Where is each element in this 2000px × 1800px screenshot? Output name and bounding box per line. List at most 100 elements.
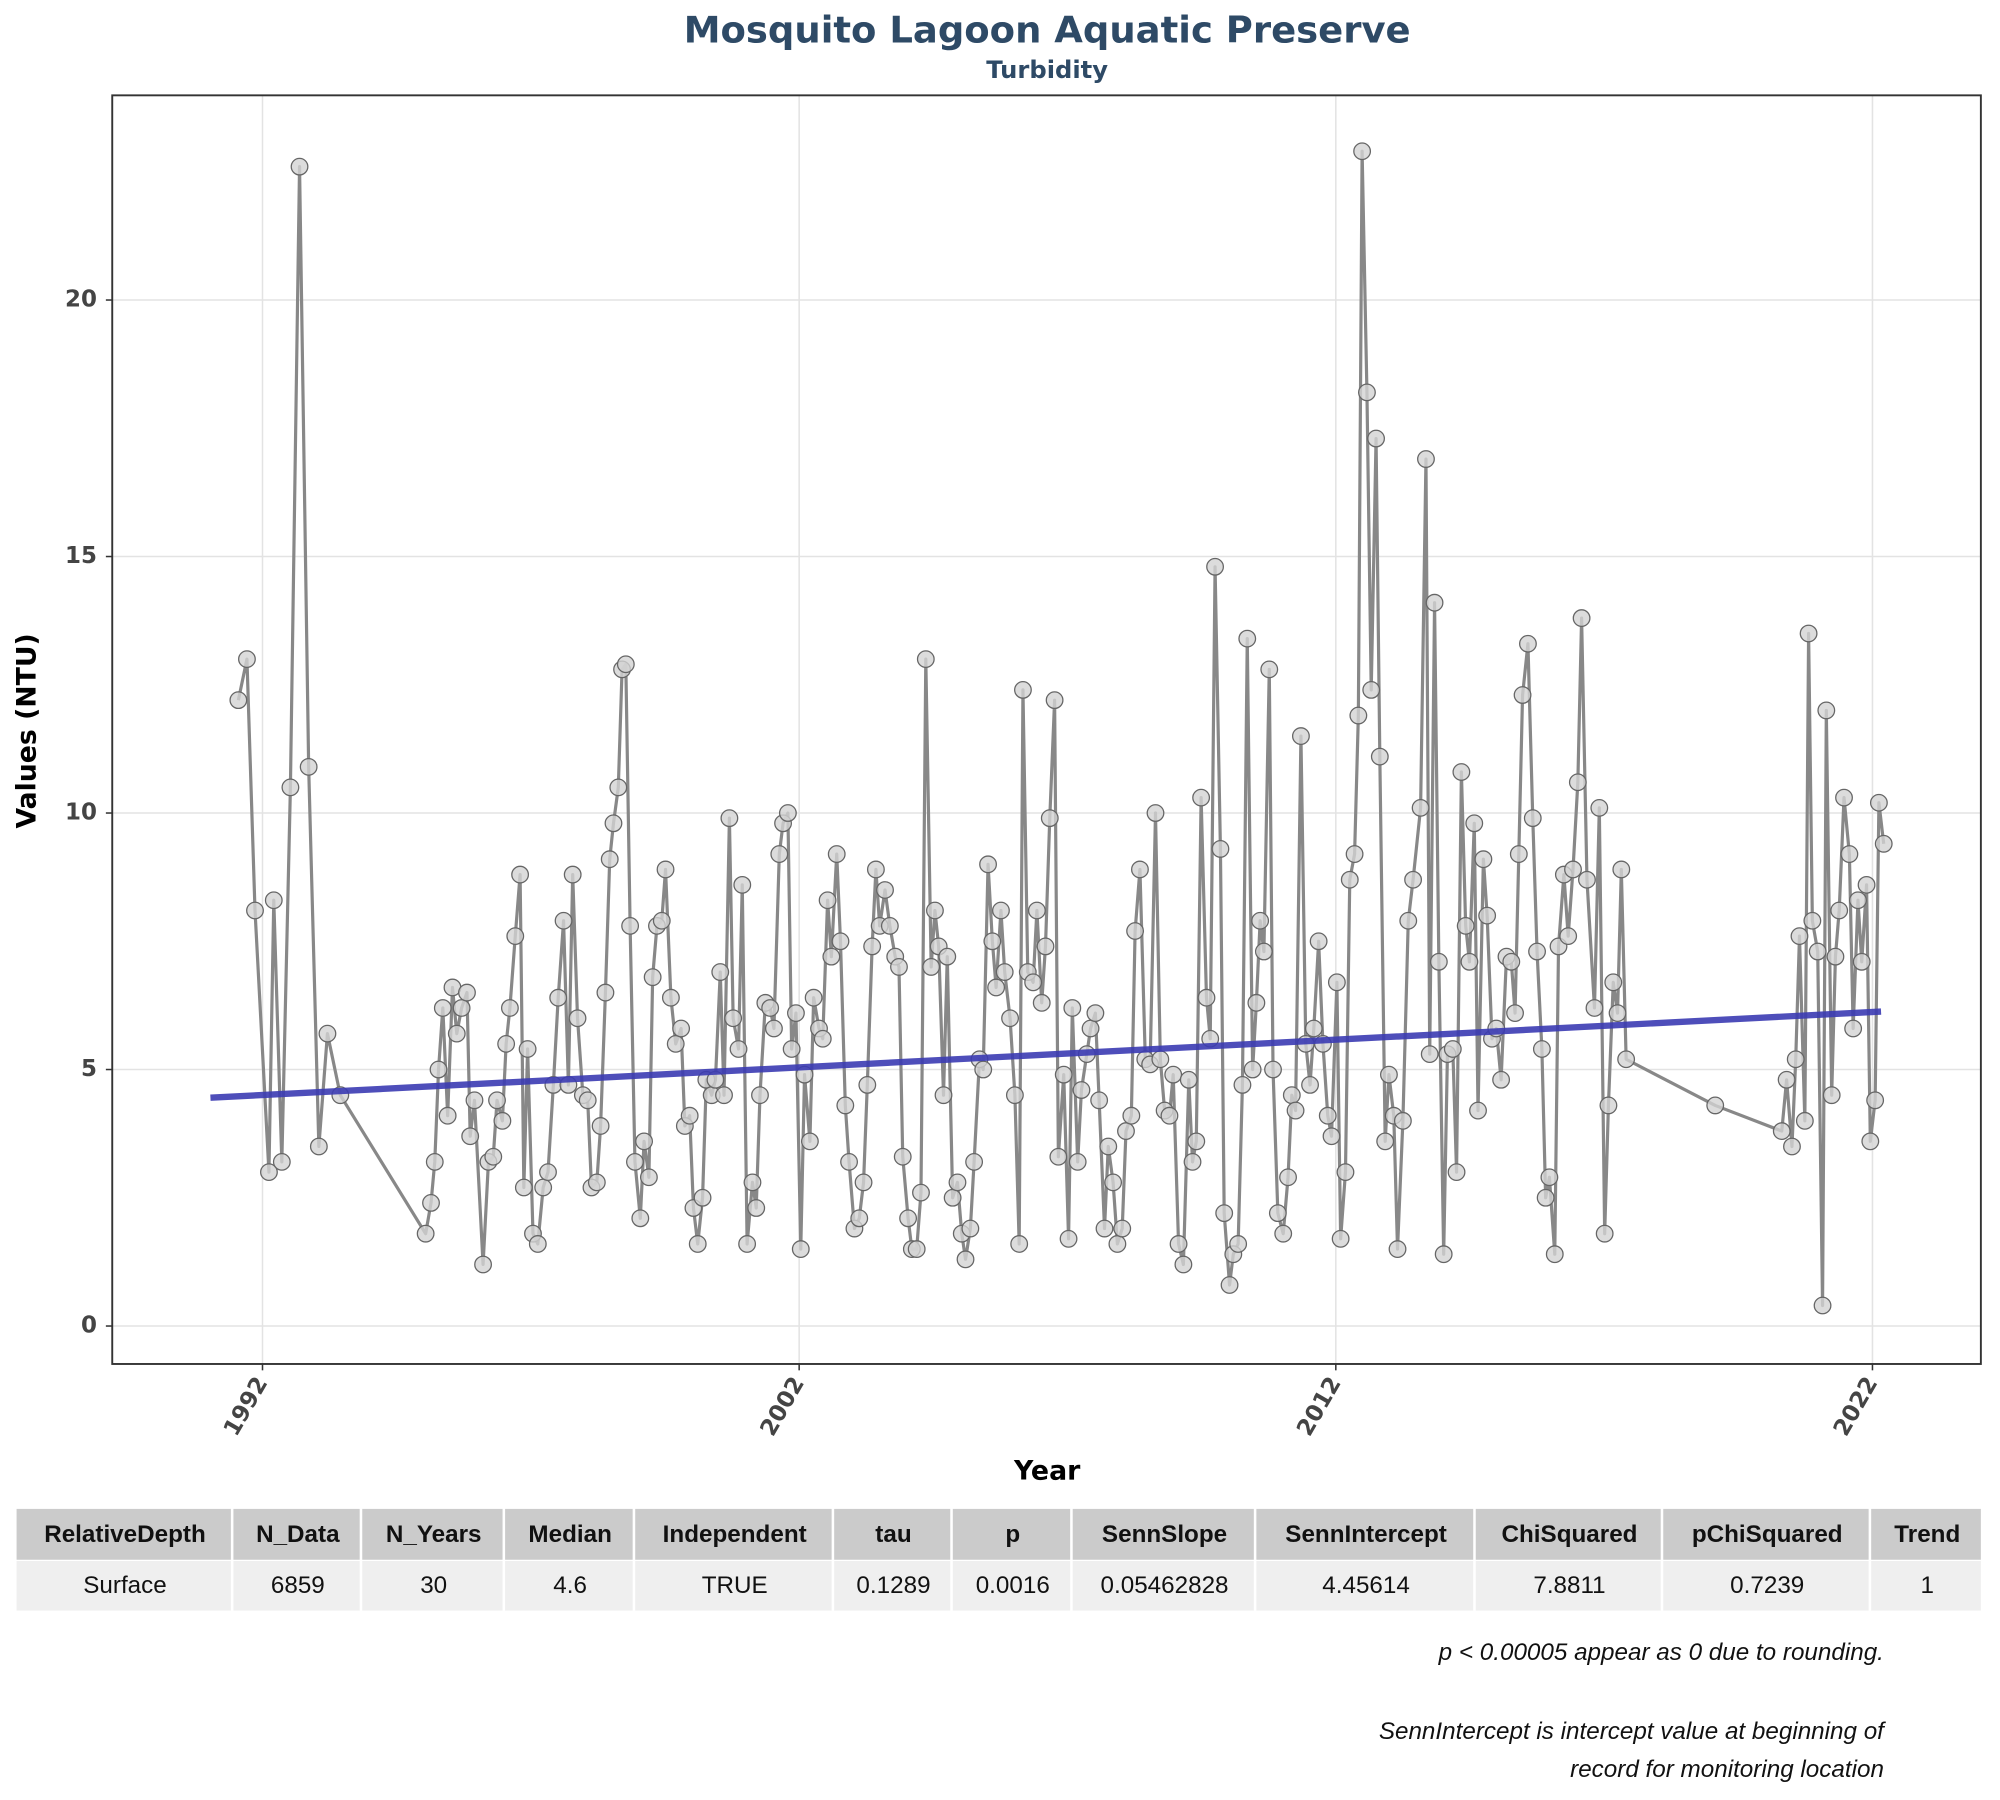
data-point [916, 650, 935, 669]
data-point [1081, 1019, 1100, 1038]
header-cell [1256, 1508, 1474, 1560]
data-point [1532, 1040, 1551, 1058]
note: SennIntercept is intercept value at begi… [1379, 1718, 1886, 1745]
data-point [452, 999, 471, 1017]
data-point [1559, 927, 1578, 946]
data-point [514, 1178, 533, 1197]
data-point [938, 947, 957, 966]
data-point [500, 999, 519, 1017]
data-point [1005, 1086, 1024, 1105]
data-point [1478, 906, 1497, 925]
data-point [621, 916, 640, 935]
data-point [1131, 860, 1149, 879]
data-point [1861, 1132, 1880, 1151]
data-point [1160, 1106, 1179, 1125]
data-point [616, 655, 635, 674]
data-point [1572, 609, 1591, 627]
data-point [1353, 142, 1372, 161]
data-point [631, 1209, 650, 1228]
data-point [804, 988, 823, 1007]
body-cell [635, 1561, 832, 1611]
data-point [1706, 1096, 1725, 1115]
body-cell [362, 1561, 503, 1611]
data-point [587, 1173, 606, 1192]
data-point [1358, 383, 1376, 402]
data-point [854, 1173, 873, 1192]
data-point [1192, 788, 1211, 807]
data-point [474, 1255, 493, 1274]
data-point [863, 937, 882, 956]
data-point [747, 1199, 766, 1217]
data-point [693, 1188, 712, 1207]
data-point [1049, 1147, 1068, 1166]
data-point [1090, 1091, 1109, 1110]
data-point [596, 983, 615, 1002]
data-point [1367, 429, 1385, 448]
data-point [1429, 952, 1448, 971]
data-point [1146, 804, 1165, 822]
data-point [290, 157, 309, 176]
data-point [1492, 1070, 1511, 1089]
data-point [1122, 1106, 1141, 1125]
data-point [260, 1163, 278, 1182]
data-point [733, 875, 752, 894]
data-point [1349, 706, 1368, 725]
data-point [1027, 901, 1046, 920]
data-point [1617, 1050, 1636, 1069]
data-point [656, 860, 675, 879]
body-cell [505, 1561, 633, 1611]
data-point [1301, 1076, 1319, 1094]
data-point [1072, 1081, 1091, 1099]
data-point [318, 1024, 337, 1043]
data-point [1509, 845, 1528, 863]
data-point [639, 1168, 658, 1187]
data-point [661, 988, 680, 1007]
data-point [493, 1111, 512, 1130]
x-axis-title: Year [1013, 1456, 1081, 1487]
note: p < 0.00005 appear as 0 due to rounding. [1438, 1639, 1884, 1666]
data-point [800, 1132, 819, 1151]
data-point [229, 691, 248, 710]
data-point [635, 1132, 653, 1151]
data-point [1068, 1152, 1087, 1171]
data-point [850, 1209, 869, 1228]
data-point [1304, 1019, 1323, 1038]
data-point [1545, 1245, 1564, 1264]
data-point [425, 1152, 444, 1171]
data-point [1045, 691, 1064, 710]
data-point [1054, 1065, 1073, 1084]
y-tick-label: 0 [81, 1313, 97, 1339]
data-point [974, 1060, 993, 1079]
data-point [1179, 1070, 1198, 1089]
header-text: Trend [1894, 1521, 1960, 1548]
data-point [943, 1188, 962, 1207]
header-text: SennSlope [1102, 1521, 1227, 1548]
header-text: ChiSquared [1502, 1521, 1638, 1548]
data-point [912, 1183, 930, 1202]
data-point [1835, 788, 1853, 807]
data-point [1187, 1132, 1206, 1151]
header-text: SennIntercept [1285, 1521, 1447, 1548]
data-point [1844, 1019, 1863, 1038]
data-point [1857, 875, 1876, 894]
data-point [1813, 1296, 1832, 1315]
body-cell [1072, 1561, 1254, 1611]
data-point [1370, 747, 1389, 766]
trend-line [210, 1008, 1882, 1101]
data-point [1852, 952, 1871, 971]
y-tick-label: 10 [65, 800, 97, 826]
data-point [965, 1152, 984, 1171]
header-cell [1072, 1508, 1254, 1560]
data-point [715, 1086, 733, 1105]
data-point [1452, 763, 1471, 781]
data-point [549, 988, 568, 1007]
stats-table: RelativeDepth N_Data N_Years Median Independ… [16, 1508, 1981, 1611]
data-point [995, 963, 1014, 981]
data-point [1783, 1137, 1801, 1156]
data-point [711, 963, 730, 981]
data-point [782, 1040, 801, 1058]
data-point [1215, 1204, 1234, 1223]
data-point [1519, 634, 1537, 653]
data-point [1528, 942, 1546, 961]
